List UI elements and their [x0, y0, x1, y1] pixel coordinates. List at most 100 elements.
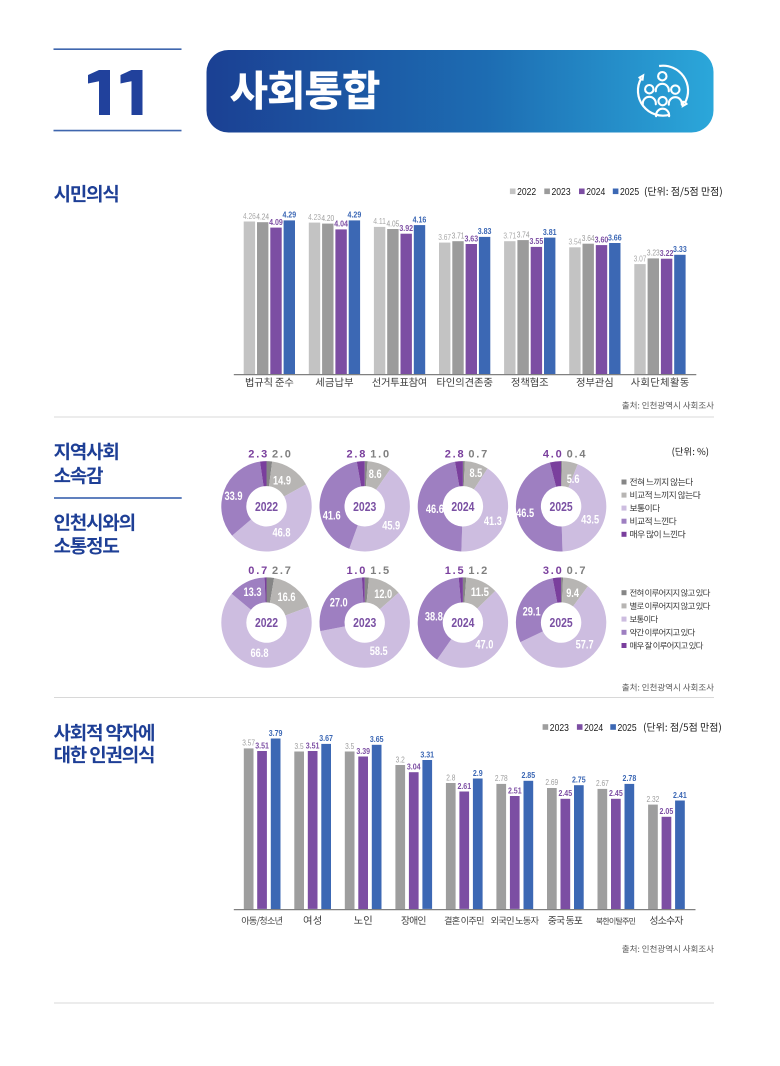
svg-text:46.5: 46.5	[516, 506, 534, 520]
svg-text:9.4: 9.4	[566, 586, 579, 600]
svg-text:38.8: 38.8	[425, 609, 443, 623]
svg-text:8.6: 8.6	[369, 467, 382, 481]
svg-text:2023: 2023	[550, 722, 569, 734]
svg-text:3.79: 3.79	[269, 728, 283, 738]
svg-text:2.67: 2.67	[596, 779, 609, 788]
svg-text:3.71: 3.71	[452, 232, 465, 241]
svg-text:2.41: 2.41	[673, 790, 687, 800]
svg-text:5.6: 5.6	[567, 472, 580, 486]
svg-text:2.61: 2.61	[457, 781, 471, 791]
svg-text:3.55: 3.55	[530, 236, 544, 246]
svg-text:4.04: 4.04	[334, 219, 348, 229]
svg-text:3.65: 3.65	[370, 734, 384, 744]
svg-text:3.23: 3.23	[647, 249, 660, 258]
svg-text:3.22: 3.22	[660, 248, 674, 258]
svg-text:2024: 2024	[584, 722, 603, 734]
svg-text:27.0: 27.0	[330, 595, 348, 609]
svg-text:1.0: 1.0	[346, 565, 367, 577]
svg-text:3.33: 3.33	[673, 244, 687, 254]
svg-text:1.2: 1.2	[468, 565, 489, 577]
svg-text:33.9: 33.9	[225, 489, 243, 503]
svg-text:4.0: 4.0	[543, 449, 564, 461]
svg-text:2.69: 2.69	[545, 778, 558, 787]
svg-text:3.74: 3.74	[517, 230, 530, 239]
svg-text:3.39: 3.39	[356, 746, 370, 756]
svg-text:2.8: 2.8	[446, 773, 456, 782]
svg-text:2.85: 2.85	[521, 770, 535, 780]
svg-text:3.63: 3.63	[464, 233, 478, 243]
svg-text:3.67: 3.67	[438, 233, 451, 242]
svg-text:4.16: 4.16	[413, 214, 427, 224]
svg-text:2.51: 2.51	[508, 785, 522, 795]
svg-text:45.9: 45.9	[382, 519, 400, 533]
svg-text:4.26: 4.26	[243, 212, 256, 221]
svg-text:3.5: 3.5	[345, 742, 355, 751]
svg-text:3.92: 3.92	[399, 223, 413, 233]
svg-text:47.0: 47.0	[475, 637, 493, 651]
svg-text:4.11: 4.11	[373, 217, 386, 226]
svg-text:3.31: 3.31	[420, 749, 434, 759]
svg-text:3.81: 3.81	[543, 227, 557, 237]
svg-text:46.6: 46.6	[426, 502, 444, 516]
svg-text:2025: 2025	[550, 499, 573, 514]
svg-text:4.29: 4.29	[348, 210, 362, 220]
svg-text:43.5: 43.5	[581, 513, 599, 527]
svg-text:3.66: 3.66	[608, 232, 622, 242]
svg-text:2023: 2023	[552, 186, 571, 198]
svg-text:2.7: 2.7	[272, 565, 293, 577]
svg-text:2024: 2024	[586, 186, 605, 198]
svg-text:57.7: 57.7	[576, 637, 594, 651]
svg-text:4.24: 4.24	[256, 213, 269, 222]
svg-text:11.5: 11.5	[471, 585, 489, 599]
svg-text:3.51: 3.51	[255, 740, 269, 750]
svg-text:2023: 2023	[353, 499, 376, 514]
svg-text:3.64: 3.64	[582, 234, 595, 243]
svg-text:2025: 2025	[550, 615, 573, 630]
svg-text:2.9: 2.9	[473, 768, 483, 778]
svg-text:4.23: 4.23	[308, 213, 321, 222]
svg-text:14.9: 14.9	[273, 474, 291, 488]
svg-text:4.09: 4.09	[269, 217, 283, 227]
svg-text:41.3: 41.3	[484, 514, 502, 528]
svg-text:4.29: 4.29	[282, 210, 296, 220]
svg-text:2024: 2024	[451, 499, 475, 514]
svg-text:46.8: 46.8	[273, 526, 291, 540]
svg-text:3.57: 3.57	[242, 739, 255, 748]
svg-text:3.07: 3.07	[634, 254, 647, 263]
svg-text:2022: 2022	[517, 186, 536, 198]
svg-text:1.5: 1.5	[370, 565, 391, 577]
svg-text:0.7: 0.7	[248, 565, 269, 577]
svg-text:1.5: 1.5	[445, 565, 466, 577]
svg-text:3.67: 3.67	[319, 733, 333, 743]
svg-text:12.0: 12.0	[374, 587, 392, 601]
svg-text:3.60: 3.60	[595, 234, 609, 244]
svg-text:2.3: 2.3	[248, 449, 269, 461]
svg-text:2.05: 2.05	[660, 806, 674, 816]
svg-text:2022: 2022	[255, 499, 278, 514]
svg-text:2.78: 2.78	[623, 773, 637, 783]
svg-text:3.2: 3.2	[396, 755, 406, 764]
svg-text:13.3: 13.3	[244, 585, 262, 599]
svg-text:2.78: 2.78	[495, 774, 508, 783]
svg-text:2.0: 2.0	[272, 449, 293, 461]
svg-text:2.8: 2.8	[445, 449, 466, 461]
svg-text:1.0: 1.0	[370, 449, 391, 461]
svg-text:8.5: 8.5	[470, 466, 483, 480]
svg-text:0.4: 0.4	[567, 449, 588, 461]
svg-text:16.6: 16.6	[278, 590, 296, 604]
svg-text:29.1: 29.1	[523, 604, 541, 618]
svg-text:41.6: 41.6	[323, 509, 341, 523]
svg-text:2022: 2022	[255, 615, 278, 630]
svg-text:3.71: 3.71	[503, 232, 516, 241]
svg-text:0.7: 0.7	[468, 449, 489, 461]
svg-text:4.05: 4.05	[387, 219, 400, 228]
svg-text:3.51: 3.51	[306, 740, 320, 750]
svg-text:2025: 2025	[618, 722, 637, 734]
svg-text:2023: 2023	[353, 615, 376, 630]
svg-text:2.75: 2.75	[572, 775, 586, 785]
svg-text:58.5: 58.5	[370, 644, 388, 658]
svg-text:2025: 2025	[620, 186, 639, 198]
svg-text:2.45: 2.45	[558, 788, 572, 798]
svg-text:2.8: 2.8	[346, 449, 367, 461]
svg-text:3.0: 3.0	[543, 565, 564, 577]
